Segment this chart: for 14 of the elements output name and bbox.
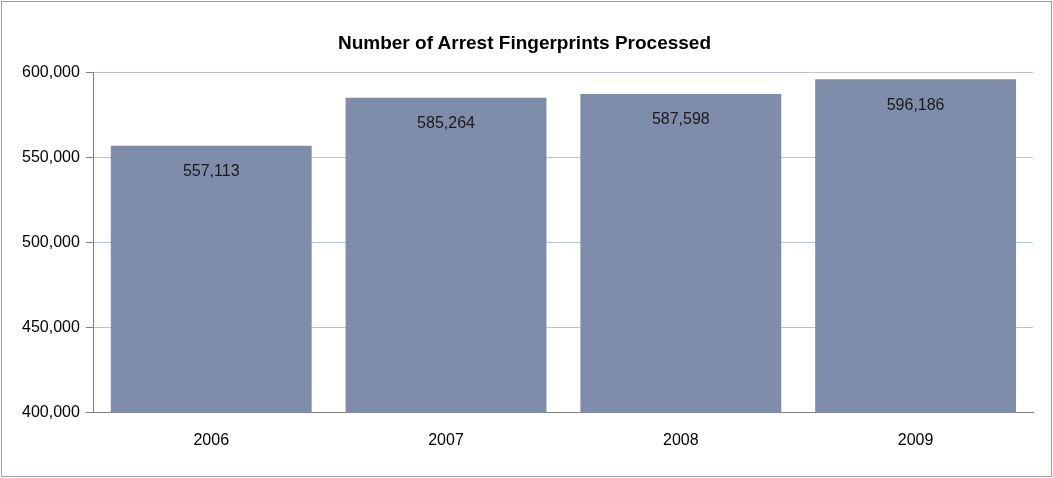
y-tick-label: 550,000 (21, 148, 80, 166)
x-tick-label: 2009 (897, 430, 934, 448)
y-tick-label: 450,000 (21, 318, 80, 336)
chart-title: Number of Arrest Fingerprints Processed (337, 31, 712, 53)
x-tick-label: 2008 (663, 430, 699, 448)
data-label: 596,186 (886, 95, 945, 113)
y-tick-label: 400,000 (21, 403, 80, 421)
x-tick-label: 2006 (193, 430, 230, 448)
y-tick-label: 600,000 (21, 63, 80, 81)
data-label: 557,113 (182, 162, 240, 180)
data-label: 585,264 (417, 114, 476, 132)
x-tick-label: 2007 (428, 430, 464, 448)
y-tick-label: 500,000 (21, 233, 80, 251)
data-label: 587,598 (651, 110, 710, 128)
